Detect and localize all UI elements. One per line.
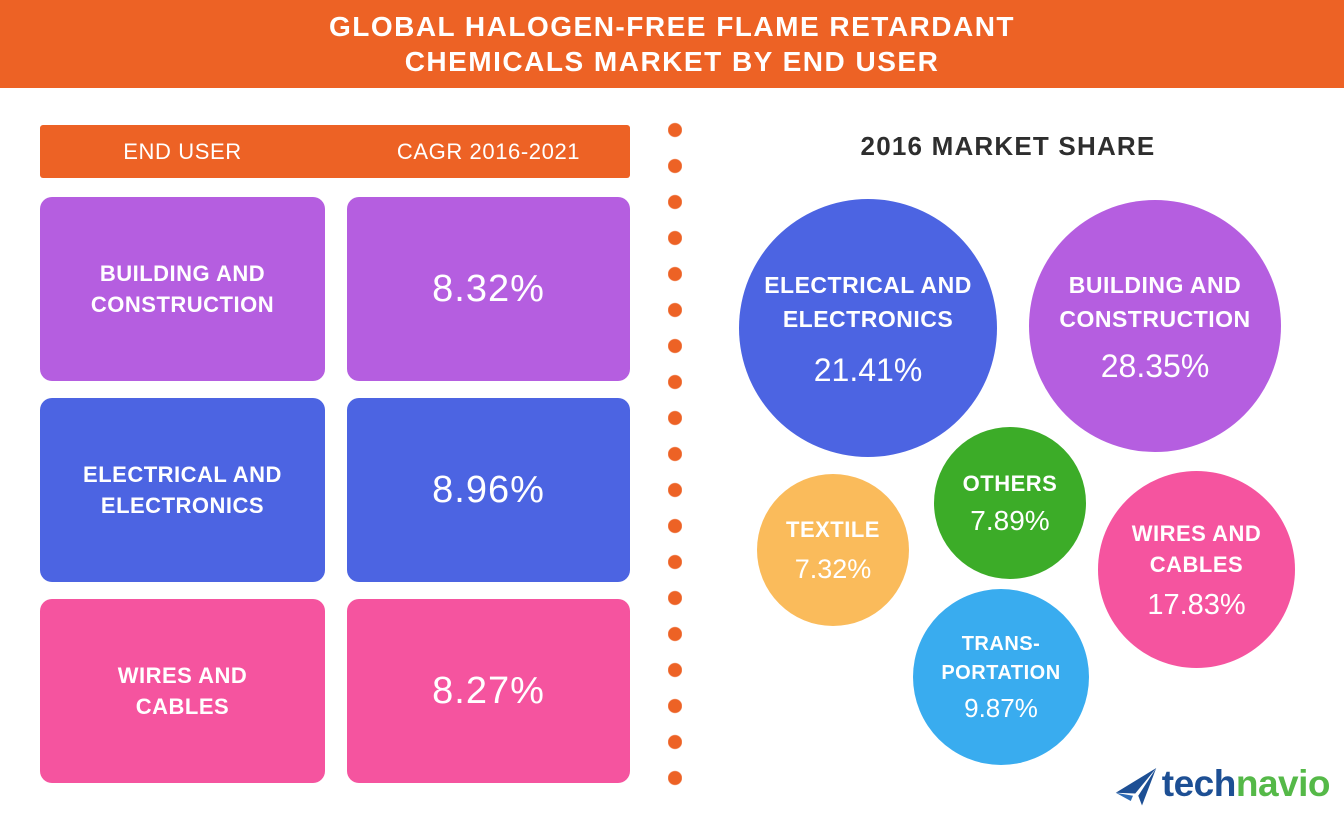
end-user-cell: ELECTRICAL AND ELECTRONICS xyxy=(40,398,325,582)
bubble-value: 21.41% xyxy=(813,351,923,388)
logo-text-tech: tech xyxy=(1161,763,1237,804)
dotted-divider xyxy=(668,112,682,796)
bubble-label: WIRES AND CABLES xyxy=(1131,520,1262,577)
bubble-electrical-and-electronics: ELECTRICAL AND ELECTRONICS 21.41% xyxy=(739,199,997,457)
end-user-cell: WIRES AND CABLES xyxy=(40,599,325,783)
table-header-row: END USER CAGR 2016-2021 xyxy=(40,125,630,178)
column-header-end-user: END USER xyxy=(123,138,242,164)
cagr-cell: 8.27% xyxy=(347,599,630,783)
header-banner: GLOBAL HALOGEN-FREE FLAME RETARDANT CHEM… xyxy=(0,0,1344,88)
market-share-title: 2016 MARKET SHARE xyxy=(860,131,1156,161)
table-row-building-and-construction: BUILDING AND CONSTRUCTION 8.32% xyxy=(40,197,630,381)
cagr-cell: 8.32% xyxy=(347,197,630,381)
bubble-label: ELECTRICAL AND ELECTRONICS xyxy=(764,271,972,332)
technavio-logo: tech navio xyxy=(1113,757,1331,811)
bubble-value: 28.35% xyxy=(1100,347,1210,384)
bubble-value: 9.87% xyxy=(964,693,1038,723)
cagr-cell: 8.96% xyxy=(347,398,630,582)
bubble-others: OTHERS 7.89% xyxy=(934,427,1086,579)
bubble-label: OTHERS xyxy=(962,470,1058,496)
bubble-label: BUILDING AND CONSTRUCTION xyxy=(1059,271,1251,332)
table-row-electrical-and-electronics: ELECTRICAL AND ELECTRONICS 8.96% xyxy=(40,398,630,582)
bubble-label: TEXTILE xyxy=(786,516,880,542)
bubble-label: TRANS- PORTATION xyxy=(941,633,1061,684)
logo-text-navio: navio xyxy=(1235,763,1331,804)
bubble-value: 7.32% xyxy=(794,553,872,584)
bubble-building-and-construction: BUILDING AND CONSTRUCTION 28.35% xyxy=(1029,200,1281,452)
bubble-value: 7.89% xyxy=(970,504,1050,536)
column-header-cagr: CAGR 2016-2021 xyxy=(396,138,581,164)
main-title-line1: GLOBAL HALOGEN-FREE FLAME RETARDANT xyxy=(328,10,1016,42)
table-row-wires-and-cables: WIRES AND CABLES 8.27% xyxy=(40,599,630,783)
bubble-textile: TEXTILE 7.32% xyxy=(757,474,909,626)
paper-plane-icon xyxy=(1115,768,1157,806)
main-title-line2: CHEMICALS MARKET BY END USER xyxy=(404,45,940,77)
bubble-value: 17.83% xyxy=(1147,588,1246,621)
cagr-table: END USER CAGR 2016-2021 BUILDING AND CON… xyxy=(40,125,630,783)
bubble-transportation: TRANS- PORTATION 9.87% xyxy=(913,589,1089,765)
end-user-cell: BUILDING AND CONSTRUCTION xyxy=(40,197,325,381)
bubble-wires-and-cables: WIRES AND CABLES 17.83% xyxy=(1098,471,1295,668)
